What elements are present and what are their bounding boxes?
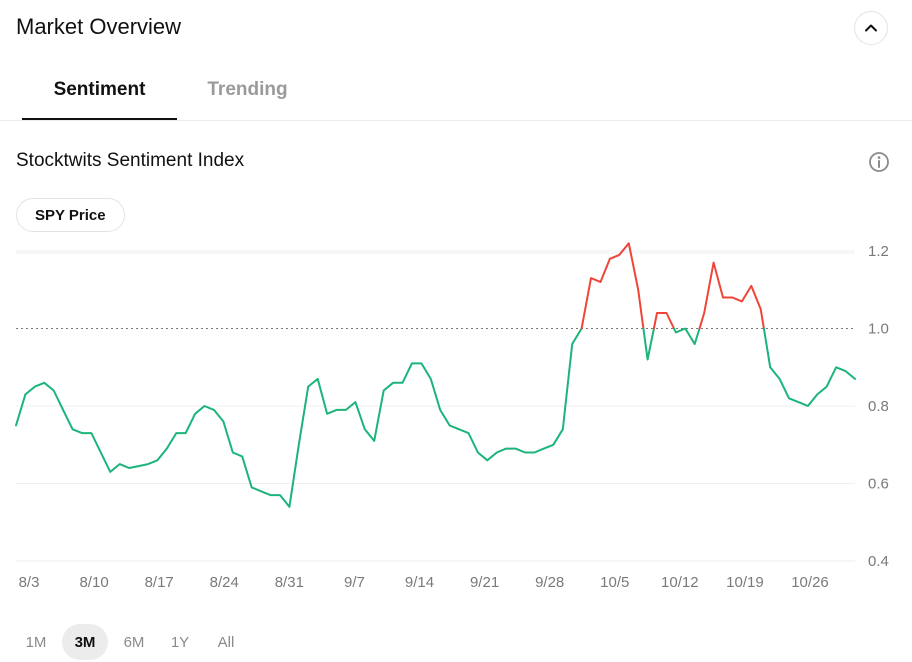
range-option-3m[interactable]: 3M	[62, 624, 108, 660]
range-option-all[interactable]: All	[217, 633, 235, 651]
sentiment-line-above-threshold	[580, 242, 645, 330]
sentiment-line	[15, 327, 583, 508]
sentiment-line	[673, 327, 701, 345]
x-tick-label: 8/10	[79, 574, 108, 591]
collapse-button[interactable]	[854, 11, 888, 45]
y-tick-label: 1.0	[868, 321, 889, 338]
range-option-6m[interactable]: 6M	[123, 633, 145, 651]
sentiment-line	[762, 327, 856, 407]
range-option-1y[interactable]: 1Y	[170, 633, 190, 651]
info-button[interactable]	[868, 151, 890, 173]
chevron-up-icon	[865, 24, 877, 32]
sentiment-line	[642, 327, 655, 361]
range-option-1m[interactable]: 1M	[25, 633, 47, 651]
section-title: Stocktwits Sentiment Index	[16, 150, 245, 171]
x-tick-label: 8/3	[19, 574, 40, 591]
tab-bar: Sentiment Trending	[0, 62, 912, 121]
y-tick-label: 0.8	[868, 398, 889, 415]
sentiment-chart: 1.2 1.0 0.8 0.6 0.4 8/3 8/10 8/17 8/24 8/31 9/7 9/…	[15, 242, 889, 591]
x-tick-label: 9/14	[405, 574, 434, 591]
y-tick-label: 1.2	[868, 243, 889, 260]
x-tick-label: 9/21	[470, 574, 499, 591]
x-tick-label: 8/24	[210, 574, 239, 591]
tab-sentiment[interactable]: Sentiment	[22, 62, 177, 120]
x-tick-label: 9/28	[535, 574, 564, 591]
x-tick-label: 10/26	[791, 574, 829, 591]
sentiment-line-above-threshold	[698, 261, 765, 330]
tab-trending[interactable]: Trending	[207, 79, 288, 100]
x-tick-label: 9/7	[344, 574, 365, 591]
y-tick-label: 0.6	[868, 476, 889, 493]
x-tick-label: 10/19	[726, 574, 764, 591]
spy-price-toggle[interactable]: SPY Price	[16, 198, 125, 232]
sentiment-line-above-threshold	[652, 312, 675, 330]
info-icon	[869, 152, 889, 172]
x-tick-label: 8/31	[275, 574, 304, 591]
x-tick-label: 10/12	[661, 574, 699, 591]
y-tick-label: 0.4	[868, 553, 889, 570]
x-tick-label: 10/5	[600, 574, 629, 591]
page-title: Market Overview	[16, 14, 182, 39]
x-tick-label: 8/17	[145, 574, 174, 591]
time-range-selector: 1M 3M 6M 1Y All	[16, 624, 246, 660]
